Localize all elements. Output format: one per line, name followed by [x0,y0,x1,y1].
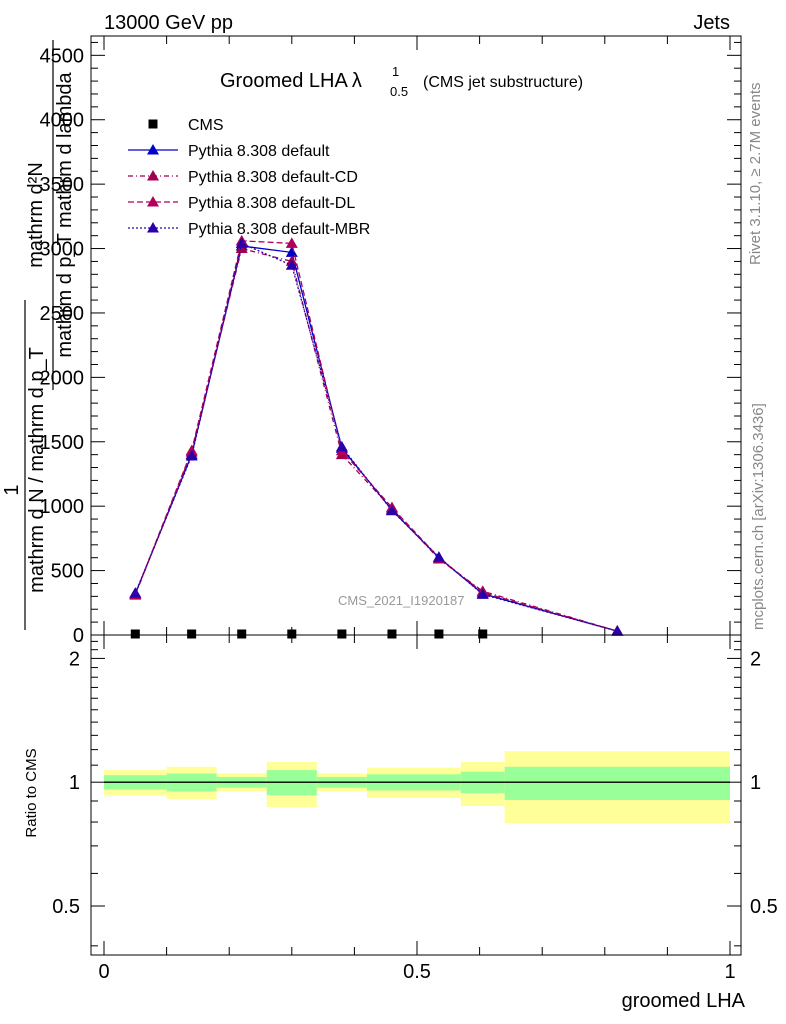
main-ytick-label: 2000 [40,367,85,389]
plot-subtitle: (CMS jet substructure) [423,74,583,91]
series-line [134,245,618,632]
series-point [387,629,397,639]
series-point [185,449,198,461]
ratio-ylabel: Ratio to CMS [23,748,40,837]
ratio-bands [104,751,730,824]
ylabel-numerator: mathrm d²N [25,162,47,268]
ratio-xlabel: groomed LHA [622,990,746,1012]
ratio-band-inner [504,766,730,801]
legend-marker [147,144,159,155]
ylabel-prefix-numerator: 1 [1,484,23,495]
main-ytick-label: 1500 [40,432,85,454]
series-point [335,440,348,452]
series-3 [129,234,624,636]
legend: CMS Pythia 8.308 default Pythia 8.308 defa… [128,117,370,238]
legend-entry: Pythia 8.308 default [128,143,330,160]
legend-label: Pythia 8.308 default [188,143,330,160]
main-ytick-label: 500 [51,561,84,583]
series-point [235,237,248,248]
legend-marker [147,170,159,181]
ratio-plot: 0.5 0.5 1 1 2 2 0 0.5 1 [52,634,778,983]
legend-entry: Pythia 8.308 default-DL [128,195,355,212]
ratio-ytick-label-right: 0.5 [750,896,778,918]
series-line [134,240,618,632]
ratio-ytick-label: 2 [69,648,80,670]
series-point [237,629,247,639]
main-ytick-label: 1000 [40,496,85,518]
legend-label: Pythia 8.308 default-CD [188,169,358,186]
main-plot: 0 500 1000 1500 2000 2500 3000 3500 4000 4500 [40,35,742,647]
series-0 [130,629,488,639]
main-series [129,234,624,639]
series-1 [129,239,624,636]
legend-entry: Pythia 8.308 default-MBR [128,221,370,238]
plot-title-superscript: 1 [392,64,399,79]
series-line [134,242,618,632]
header-right: Jets [693,12,730,34]
series-point [285,246,298,257]
series-point [611,625,624,636]
legend-entry: CMS [148,117,224,134]
ylabel-denominator: mathrm d p_T mathrm d lambda [54,71,76,357]
main-axis-ticks: 0 500 1000 1500 2000 2500 3000 3500 4000 4500 [40,36,741,647]
series-point [129,587,142,598]
series-point [287,629,297,639]
ylabel-prefix-denominator: mathrm d N / mathrm d p_T [26,347,48,593]
series-point [432,551,445,562]
main-ytick-label: 4000 [40,110,85,132]
legend-marker [147,222,159,233]
side-text-top: Rivet 3.1.10, ≥ 2.7M events [747,83,764,266]
main-ytick-label: 2500 [40,303,85,325]
plot-title-main: Groomed LHA [220,70,348,92]
series-point [434,629,444,639]
legend-entry: Pythia 8.308 default-CD [128,169,358,186]
series-point [285,259,298,270]
header-left: 13000 GeV pp [104,12,233,34]
plot-title-subscript: 0.5 [390,84,408,99]
series-4 [129,237,624,636]
legend-marker [148,119,158,129]
main-ytick-label: 4500 [40,45,85,67]
series-point [385,504,398,516]
legend-label: Pythia 8.308 default-DL [188,195,355,212]
plot-title-text: Groomed LHA λ [220,70,362,92]
series-point [285,237,298,248]
series-2 [129,242,624,636]
ratio-xtick-label: 1 [724,961,735,983]
ratio-plot-frame [90,634,742,956]
series-point [187,629,197,639]
legend-label: Pythia 8.308 default-MBR [188,221,370,238]
ratio-ytick-label: 1 [69,772,80,794]
ratio-ytick-label: 0.5 [52,896,80,918]
legend-marker [147,196,159,207]
series-point [476,588,489,599]
ratio-xtick-label: 0 [98,961,109,983]
series-line [134,247,618,632]
ratio-xtick-label: 0.5 [403,961,431,983]
ratio-ytick-label-right: 1 [750,772,761,794]
side-text-bottom: mcplots.cern.ch [arXiv:1306.3436] [750,403,767,630]
plot-title: Groomed LHA λ 1 0.5 (CMS jet substructure… [220,64,583,99]
ratio-axis-ticks: 0.5 0.5 1 1 2 2 0 0.5 1 [52,635,778,983]
legend-label: CMS [188,117,224,134]
main-ytick-label: 0 [73,625,84,647]
ratio-ytick-label-right: 2 [750,648,761,670]
series-point [337,629,347,639]
series-point [130,629,140,639]
main-ylabel: mathrm d²N mathrm d p_T mathrm d lambda … [1,40,76,630]
analysis-watermark: CMS_2021_I1920187 [338,593,465,608]
plot-title-symbol: λ [352,70,362,92]
main-ytick-label: 3000 [40,239,85,261]
main-ytick-label: 3500 [40,174,85,196]
series-point [478,629,488,639]
